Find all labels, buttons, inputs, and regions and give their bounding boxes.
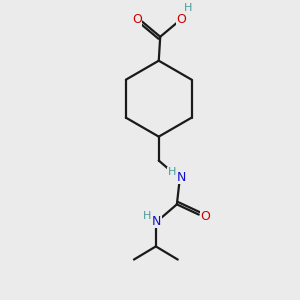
Text: N: N — [152, 214, 161, 227]
Text: O: O — [176, 13, 186, 26]
Text: H: H — [167, 167, 176, 177]
Text: H: H — [184, 3, 193, 14]
Text: H: H — [143, 211, 151, 221]
Text: O: O — [132, 13, 142, 26]
Text: N: N — [176, 171, 186, 184]
Text: O: O — [200, 210, 210, 223]
